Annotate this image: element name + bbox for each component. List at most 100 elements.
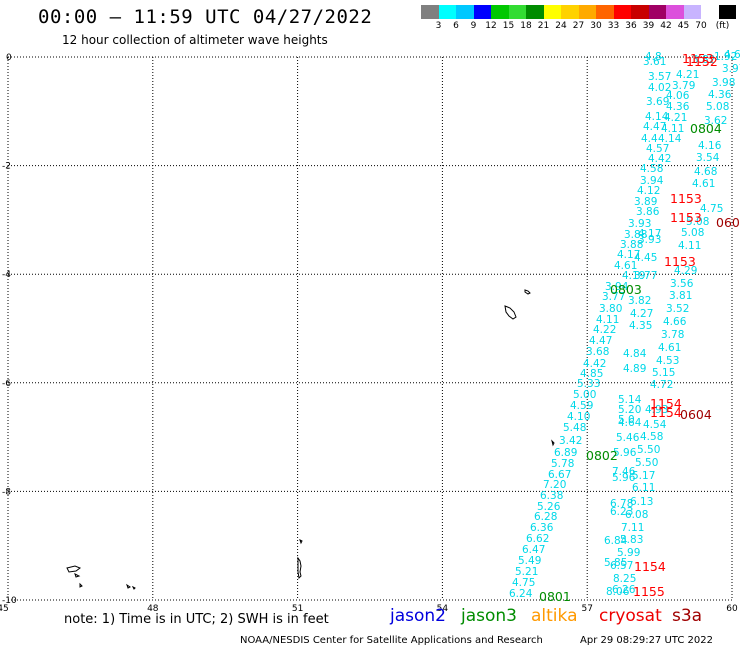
footer-timestamp: Apr 29 08:29:27 UTC 2022 bbox=[580, 635, 713, 646]
swh-value: 8.06 bbox=[606, 586, 630, 598]
swh-value: 3.94 bbox=[640, 175, 664, 187]
satellite-name-s3a: s3a bbox=[672, 606, 703, 626]
swh-value: 4.89 bbox=[623, 363, 646, 375]
island-outline bbox=[524, 289, 531, 295]
legend-label: 30 bbox=[590, 21, 602, 31]
color-legend-labels: 3 6 9 12 15 18 21 24 27 30 33 36 39 42 45 70 (ft) bbox=[421, 21, 740, 33]
legend-swatch bbox=[578, 5, 596, 19]
swh-value: 3.88 bbox=[620, 239, 643, 251]
swh-value: 7.46 bbox=[612, 466, 636, 478]
swh-value: 1.92 bbox=[714, 51, 737, 63]
page-title: 00:00 – 11:59 UTC 04/27/2022 bbox=[38, 6, 373, 28]
swh-value: 3.77 bbox=[602, 291, 625, 303]
swh-value: 5.85 bbox=[604, 557, 627, 569]
swh-value: 5.50 bbox=[637, 444, 660, 456]
swh-value: 3.82 bbox=[628, 295, 651, 307]
legend-swatch bbox=[718, 5, 736, 19]
legend-swatch bbox=[491, 5, 509, 19]
swh-value: 4.11 bbox=[661, 123, 684, 135]
swh-value: 4.17 bbox=[617, 249, 640, 261]
swh-value: 4.36 bbox=[708, 89, 732, 101]
satellite-name-jason3: jason3 bbox=[461, 606, 517, 626]
swh-value: 3.42 bbox=[559, 435, 582, 447]
swh-value: 6.13 bbox=[630, 496, 653, 508]
swh-value: 4.11 bbox=[678, 240, 701, 252]
swh-value: 3.97 bbox=[722, 63, 740, 75]
swh-value: 4.58 bbox=[640, 163, 663, 175]
swh-value: 4.42 bbox=[583, 358, 606, 370]
satellite-name-cryosat: cryosat bbox=[599, 606, 662, 626]
swh-value: 3.80 bbox=[599, 303, 622, 315]
swh-value: 5.96 bbox=[613, 447, 637, 459]
pass-time-label: 1154 bbox=[634, 559, 666, 574]
swh-value: 4.02 bbox=[648, 82, 671, 94]
island-outline bbox=[74, 573, 81, 578]
swh-value: 4.27 bbox=[630, 308, 653, 320]
legend-swatch bbox=[666, 5, 684, 19]
swh-value: 4.19 bbox=[622, 270, 645, 282]
swh-value: 5.99 bbox=[617, 547, 640, 559]
swh-value: 4.61 bbox=[724, 49, 740, 61]
swh-value: 3.57 bbox=[648, 71, 671, 83]
legend-label: 21 bbox=[537, 21, 550, 31]
swh-value: 6.84 bbox=[604, 535, 628, 547]
swh-value: 4.06 bbox=[666, 90, 690, 102]
swh-value: 4.57 bbox=[646, 143, 669, 155]
swh-value: 6.47 bbox=[522, 544, 545, 556]
swh-value: 3.89 bbox=[634, 196, 657, 208]
swh-value: 3.93 bbox=[638, 234, 661, 246]
swh-value: 4.72 bbox=[650, 379, 673, 391]
swh-value: 3.93 bbox=[628, 218, 651, 230]
swh-value: 5.17 bbox=[632, 470, 655, 482]
swh-value: 5.78 bbox=[551, 458, 574, 470]
legend-label: 36 bbox=[625, 21, 637, 31]
legend-swatch bbox=[631, 5, 649, 19]
note-text: note: 1) Time is in UTC; 2) SWH is in fe… bbox=[64, 612, 329, 627]
legend-swatch bbox=[648, 5, 666, 19]
swh-value: 3.86 bbox=[636, 206, 660, 218]
swh-value: 6.28 bbox=[534, 511, 557, 523]
swh-value: 6.11 bbox=[632, 482, 655, 494]
legend-swatch bbox=[596, 5, 614, 19]
footer-credit: NOAA/NESDIS Center for Satellite Applica… bbox=[240, 635, 543, 646]
latitude-tick-label: 0 bbox=[6, 53, 12, 63]
swh-value: 4.16 bbox=[698, 140, 722, 152]
island-outline bbox=[297, 556, 302, 580]
swh-value: 3.88 bbox=[624, 229, 647, 241]
swh-value: 5.14 bbox=[618, 394, 642, 406]
swh-value: 4.68 bbox=[694, 166, 717, 178]
legend-swatch bbox=[683, 5, 701, 19]
swh-value: 3.78 bbox=[661, 329, 684, 341]
swh-value: 4.8 bbox=[645, 51, 662, 63]
legend-swatch bbox=[438, 5, 456, 19]
swh-value: 4.85 bbox=[580, 368, 603, 380]
legend-label: 24 bbox=[555, 21, 567, 31]
swh-value: 4.61 bbox=[658, 342, 681, 354]
swh-value: 4.10 bbox=[567, 411, 590, 423]
swh-value: 4.35 bbox=[629, 320, 652, 332]
swh-value: 5.49 bbox=[518, 555, 541, 567]
swh-value: 5.15 bbox=[652, 367, 675, 379]
swh-value: 3.62 bbox=[704, 115, 727, 127]
pass-time-label: 060 bbox=[716, 215, 740, 230]
legend-swatch bbox=[543, 5, 561, 19]
swh-value: 4.45 bbox=[634, 252, 657, 264]
swh-value: 4.54 bbox=[643, 419, 667, 431]
legend-label: 70 bbox=[695, 21, 707, 31]
axis-labels: 45 48 51 54 57 60 0 -2 -4 -6 -8 -10 bbox=[0, 53, 738, 614]
swh-value: 5.0 bbox=[618, 414, 635, 426]
longitude-tick-label: 54 bbox=[437, 604, 449, 614]
island-outline bbox=[79, 582, 83, 588]
swh-value: 4.11 bbox=[596, 314, 619, 326]
swh-value: 3.52 bbox=[666, 303, 689, 315]
swh-value: 6.38 bbox=[540, 490, 563, 502]
legend-swatch bbox=[473, 5, 491, 19]
swh-value: 5.08 bbox=[706, 101, 729, 113]
pass-time-label: 1153 bbox=[670, 191, 702, 206]
swh-value: 4.14 bbox=[645, 111, 669, 123]
pass-time-label: 1153 bbox=[664, 254, 696, 269]
satellite-name-jason2: jason2 bbox=[390, 606, 446, 626]
lat-lon-grid bbox=[7, 56, 733, 601]
swh-value: 4.42 bbox=[648, 153, 671, 165]
